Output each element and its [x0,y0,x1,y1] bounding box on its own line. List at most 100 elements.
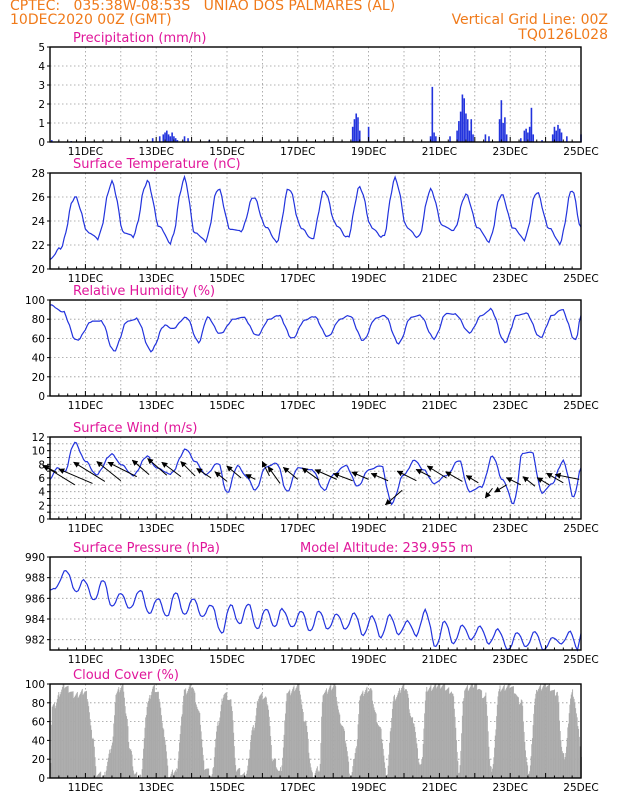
cloud-bar [265,696,267,778]
x-tick-label: 25DEC [563,654,598,666]
cloud-bar [270,736,272,778]
cloud-bar [360,695,362,778]
cloud-bar [256,707,258,778]
cloud-bar [123,691,125,778]
wind-arrow [96,461,122,482]
cloud-bar [467,685,468,778]
cloud-bar [456,751,458,778]
cloud-bar [288,690,290,778]
cloud-bar [493,757,495,778]
cloud-bar [542,685,544,778]
cloud-bar [377,725,379,778]
cloud-bar [126,718,128,778]
cloud-bar [185,694,187,778]
cloud-bar [510,687,512,778]
cloud-bar [539,686,541,778]
cloud-bar [166,758,168,778]
cloud-bar [107,757,109,778]
cloud-bar [457,761,459,778]
cloud-bar [572,689,574,778]
cloud-bar [297,684,298,778]
cloud-bar [549,691,551,778]
precip-bar [173,136,175,142]
cloud-bar [331,688,333,778]
cloud-bar [398,690,400,778]
cloud-bar [489,758,491,778]
cloud-bar [181,714,183,778]
cloud-bar [454,716,456,778]
cloud-bar [54,708,56,778]
cloud-bar [367,692,369,778]
cloud-bar [211,776,212,778]
cloud-bar [224,693,226,778]
series-line [49,174,582,261]
cloud-bar [201,747,203,778]
cloud-bar [443,684,445,778]
x-tick-label: 13DEC [138,654,173,666]
x-tick-label: 19DEC [351,400,386,412]
cloud-bar [567,727,569,778]
cloud-bar [528,773,530,778]
cloud-bar [556,692,558,778]
cloud-bar [182,704,184,778]
cloud-bar [578,736,580,778]
cloud-bar [296,686,298,778]
x-tick-label: 21DEC [422,400,457,412]
cloud-bar [157,691,159,778]
precip-bar [167,134,170,142]
cloud-bar [483,697,485,778]
cloud-bar [551,690,553,778]
cloud-bar [254,727,256,778]
y-tick-label: 2 [38,99,45,111]
cloud-bar [99,772,101,778]
cloud-bar [242,774,244,778]
cloud-bar [402,684,404,778]
y-tick-label: 80 [32,698,45,710]
cloud-bar [205,768,207,778]
cloud-bar [568,723,569,778]
cloud-bar [213,757,215,778]
cloud-bar [140,774,142,778]
cloud-bar [302,708,303,778]
cloud-bar [498,688,500,778]
cloud-bar [343,728,345,778]
cloud-bar [538,687,540,778]
cloud-bar [574,702,576,778]
cloud-bar [554,689,555,778]
cloud-bar [143,748,145,778]
cloud-bar [170,773,172,778]
cloud-bar [444,684,446,778]
cloud-bar [414,731,416,778]
cloud-bar [462,701,464,778]
cloud-bar [463,698,465,778]
cloud-bar [222,701,224,778]
precip-bar [164,132,166,142]
cloud-bar [106,766,108,778]
cloud-bar [331,690,332,778]
cloud-bar [161,715,162,778]
panel-frame [49,299,582,397]
cloud-bar [408,709,410,778]
cloud-bar [292,689,294,778]
cloud-bar [498,691,500,778]
cloud-bar [294,689,296,778]
cloud-bar [508,684,509,778]
precip-bar [465,113,467,142]
cloud-bar [179,734,181,778]
cloud-bar [575,708,577,778]
precip-bar [351,126,354,142]
cloud-bar [267,705,269,778]
cloud-bar [500,691,502,778]
cloud-bar [241,774,243,778]
cloud-bar [189,684,191,778]
x-tick-label: 13DEC [138,273,173,285]
cloud-bar [86,698,88,778]
cloud-bar [207,768,209,778]
cloud-bar [165,744,167,778]
cloud-bar [334,684,336,778]
cloud-bar [341,725,343,778]
cloud-bar [246,773,247,778]
precip-bar [162,134,165,142]
y-tick-label: 100 [25,679,45,691]
cloud-bar [163,729,165,778]
